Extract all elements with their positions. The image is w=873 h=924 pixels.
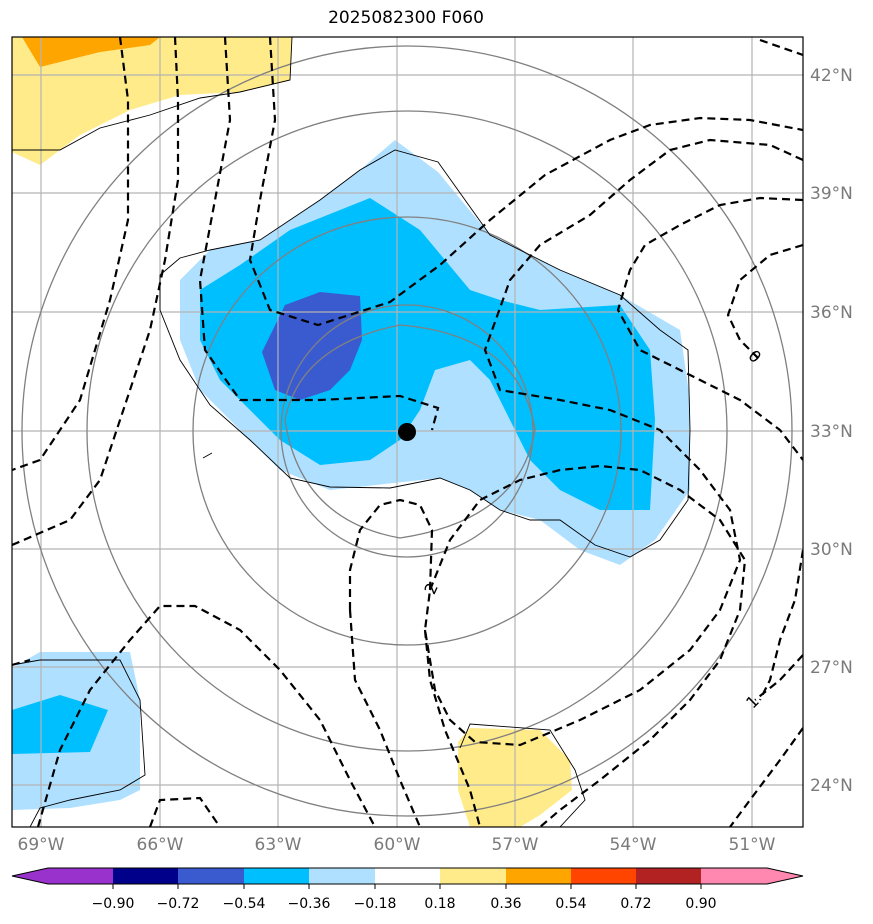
- colorbar-tick-7: 0.36: [490, 896, 521, 912]
- shading-blue: [200, 198, 655, 510]
- dashed-contours: [12, 37, 803, 827]
- colorbar-bin-6: [375, 868, 440, 884]
- colorbar-bin-10: [636, 868, 701, 884]
- colorbar-extend-low: [12, 868, 48, 884]
- colorbar-tick-1: −0.90: [92, 896, 135, 912]
- range-rings: [21, 45, 793, 817]
- lat-label-24: 24°N: [810, 776, 853, 796]
- colorbar-bin-9: [571, 868, 636, 884]
- colorbar-tick-4: −0.36: [288, 896, 331, 912]
- lon-label-51w: 51°W: [729, 835, 776, 855]
- colorbar-tick-6: 0.18: [424, 896, 455, 912]
- plot-title: 2025082300 F060: [328, 8, 484, 28]
- colorbar-bin-2: [113, 868, 178, 884]
- colorbar: −0.90 −0.72 −0.54 −0.36 −0.18 0.18 0.36 …: [11, 867, 804, 912]
- colorbar-extend-high: [767, 868, 803, 884]
- colorbar-tick-10: 0.90: [685, 896, 716, 912]
- colorbar-bin-8: [506, 868, 571, 884]
- shading-yellow-nw: [12, 37, 292, 165]
- lon-label-69w: 69°W: [18, 835, 65, 855]
- lat-labels: 42°N 39°N 36°N 33°N 30°N 27°N 24°N: [810, 66, 853, 796]
- lat-label-36: 36°N: [810, 303, 853, 323]
- colorbar-tick-2: −0.72: [157, 896, 200, 912]
- inner-ring: [284, 324, 536, 539]
- graticule: [12, 37, 803, 827]
- colorbar-tick-5: −0.18: [354, 896, 397, 912]
- shading-blue-sw: [12, 695, 108, 754]
- colorbar-tick-3: −0.54: [223, 896, 266, 912]
- lon-label-54w: 54°W: [610, 835, 657, 855]
- lon-labels: 69°W 66°W 63°W 60°W 57°W 54°W 51°W: [18, 835, 776, 855]
- contour-label-0: 0: [744, 346, 765, 367]
- colorbar-outline: [11, 867, 804, 885]
- lon-label-63w: 63°W: [255, 835, 302, 855]
- colorbar-tick-9: 0.72: [620, 896, 651, 912]
- shading-dark-blue: [262, 292, 362, 400]
- colorbar-tick-8: 0.54: [555, 896, 586, 912]
- colorbar-bin-7: [440, 868, 506, 884]
- lon-label-60w: 60°W: [374, 835, 421, 855]
- lat-label-42: 42°N: [810, 66, 853, 86]
- colorbar-bin-11: [701, 868, 767, 884]
- colorbar-bin-4: [244, 868, 309, 884]
- colorbar-bin-5: [309, 868, 375, 884]
- shading-orange-nw: [22, 37, 160, 67]
- lon-label-57w: 57°W: [492, 835, 539, 855]
- colorbar-bin-1: [48, 868, 113, 884]
- lat-label-39: 39°N: [810, 184, 853, 204]
- lon-label-66w: 66°W: [137, 835, 184, 855]
- lat-label-27: 27°N: [810, 658, 853, 678]
- outline-contours: [12, 37, 691, 827]
- lat-label-30: 30°N: [810, 540, 853, 560]
- lat-label-33: 33°N: [810, 422, 853, 442]
- map-frame: [11, 36, 804, 828]
- colorbar-bin-3: [178, 868, 244, 884]
- storm-center-marker: [398, 423, 416, 441]
